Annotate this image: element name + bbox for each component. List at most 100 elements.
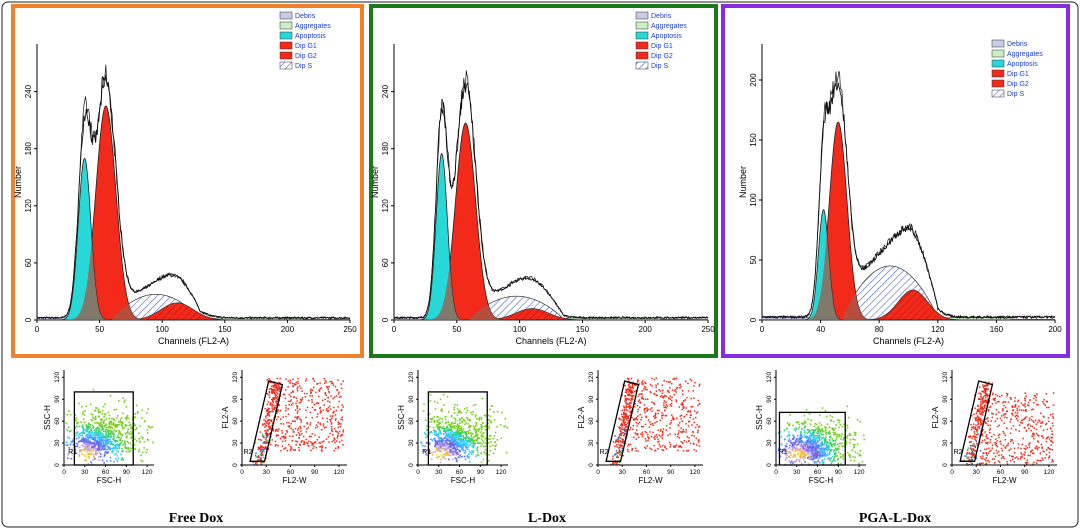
- scatter-point: [101, 409, 104, 412]
- scatter-point: [986, 400, 989, 402]
- scatter-point: [681, 404, 684, 406]
- scatter-point: [84, 429, 87, 432]
- scatter-point: [438, 448, 441, 450]
- scatter-point: [112, 423, 115, 425]
- scatter-point: [827, 444, 830, 447]
- scatter-point: [146, 412, 148, 414]
- scatter-point: [103, 453, 106, 455]
- scatter-point: [125, 450, 128, 453]
- scatter-point: [641, 416, 643, 419]
- scatter-point: [784, 445, 787, 447]
- scatter-point: [824, 426, 826, 428]
- x-tick-label: 150: [576, 325, 590, 334]
- scatter-point: [819, 449, 821, 451]
- scatter-point: [678, 437, 681, 439]
- scatter-point: [623, 428, 625, 431]
- scatter-point: [988, 409, 990, 411]
- scatter-point: [821, 444, 824, 447]
- scatter-point: [493, 419, 496, 421]
- scatter-point: [648, 426, 651, 428]
- scatter-point: [108, 424, 111, 426]
- scatter-point: [821, 443, 824, 445]
- legend-swatch: [991, 69, 1005, 78]
- scatter-point: [281, 445, 284, 447]
- scatter-point: [809, 453, 812, 456]
- scatter-point: [1035, 423, 1037, 425]
- scatter-point: [808, 452, 810, 454]
- scatter-point: [978, 398, 980, 400]
- scatter-point: [981, 430, 983, 433]
- scatter-point: [436, 402, 439, 404]
- scatter-point: [973, 449, 975, 451]
- x-tick-label: 0: [392, 325, 397, 334]
- scatter-point: [972, 453, 974, 455]
- scatter-point: [342, 431, 344, 433]
- scatter-point: [119, 421, 122, 424]
- scatter-point: [126, 441, 129, 443]
- scatter-point: [289, 435, 291, 438]
- scatter-point: [91, 432, 93, 434]
- scatter-point: [631, 385, 633, 387]
- scatter-point: [276, 388, 278, 391]
- scatter-point: [477, 434, 479, 436]
- scatter-point: [451, 426, 453, 429]
- scatter-point: [807, 442, 810, 444]
- scatter-point: [488, 425, 490, 428]
- scatter-point: [656, 394, 658, 397]
- scatter-point: [480, 431, 482, 433]
- scatter-point: [271, 410, 273, 412]
- legend-label: Dip G1: [295, 43, 317, 50]
- scatter-point: [828, 439, 831, 441]
- scatter-point: [92, 445, 95, 448]
- scatter-point: [287, 413, 290, 415]
- scatter-point: [685, 413, 688, 416]
- scatter-point: [78, 433, 80, 435]
- scatter-point: [800, 447, 803, 449]
- scatter-point: [441, 418, 444, 420]
- scatter-point: [335, 418, 337, 420]
- scatter-point: [316, 416, 318, 418]
- scatter-point: [678, 445, 680, 447]
- scatter-point: [785, 445, 788, 448]
- scatter-point: [104, 447, 106, 450]
- scatter-point: [815, 463, 818, 466]
- scatter-point: [260, 459, 262, 462]
- y-axis-label: FL2-A: [577, 406, 586, 428]
- scatter-point: [818, 434, 821, 436]
- scatter-point: [779, 431, 782, 433]
- scatter-point: [807, 431, 810, 433]
- scatter-point: [131, 444, 134, 447]
- scatter-point: [331, 430, 334, 433]
- x-tick-label: 0: [35, 325, 40, 334]
- scatter-point: [78, 454, 81, 456]
- scatter-point: [264, 446, 267, 448]
- scatter-point: [636, 404, 639, 407]
- scatter-point: [842, 455, 844, 458]
- scatter-point: [834, 453, 836, 456]
- scatter-point: [108, 429, 111, 432]
- scatter-point: [317, 421, 319, 424]
- scatter-point: [645, 386, 647, 389]
- scatter-point: [330, 418, 333, 420]
- scatter-point: [101, 418, 103, 421]
- scatter-point: [624, 427, 627, 429]
- scatter-point: [977, 416, 980, 419]
- scatter-point: [143, 447, 145, 449]
- scatter-point: [1026, 447, 1028, 449]
- scatter-point: [981, 409, 984, 411]
- scatter-point: [454, 434, 457, 436]
- scatter-point: [630, 391, 632, 393]
- scatter-point: [340, 418, 342, 420]
- scatter-point: [265, 441, 267, 443]
- scatter-point: [99, 422, 101, 424]
- scatter-point: [141, 437, 144, 440]
- scatter-point: [115, 452, 118, 455]
- scatter-point: [643, 388, 645, 390]
- scatter-point: [298, 385, 301, 387]
- scatter-point: [982, 396, 985, 398]
- scatter-point: [89, 440, 91, 443]
- scatter-point: [662, 449, 665, 452]
- scatter-point: [672, 418, 674, 420]
- scatter-point: [86, 439, 89, 442]
